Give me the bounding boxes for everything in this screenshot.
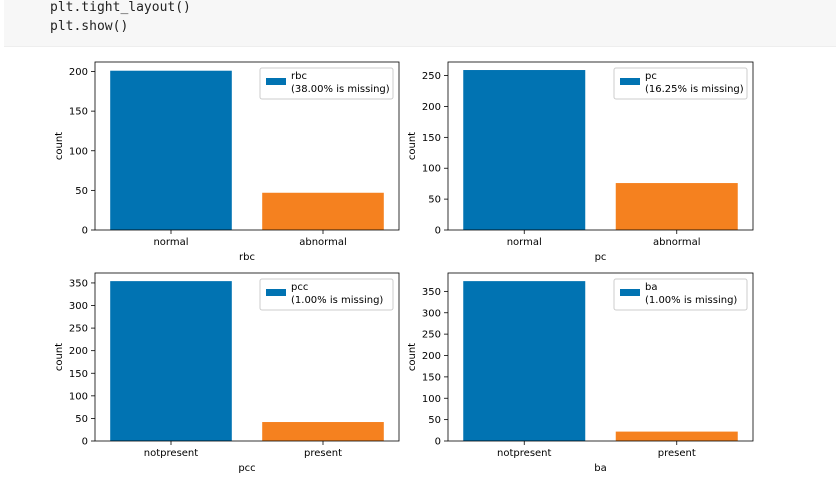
y-tick-label: 50 — [428, 415, 441, 426]
y-tick-label: 150 — [422, 133, 441, 144]
legend-label: ba — [645, 282, 657, 293]
y-tick-label: 150 — [422, 372, 441, 383]
legend-box — [613, 67, 748, 100]
legend-box — [613, 278, 748, 311]
y-tick-label: 100 — [422, 164, 441, 175]
y-tick-label: 50 — [75, 186, 88, 197]
bar — [463, 281, 586, 441]
y-axis-label: count — [407, 343, 418, 371]
x-axis-label: ba — [594, 463, 606, 474]
legend-swatch — [620, 289, 640, 296]
y-tick-label: 250 — [422, 71, 441, 82]
y-tick-label: 200 — [422, 102, 441, 113]
code-cell[interactable]: plt.tight_layout() plt.show() — [4, 0, 836, 47]
legend-label: pc — [645, 71, 657, 82]
x-axis-label: pcc — [238, 463, 255, 474]
bar — [110, 70, 232, 230]
bar — [262, 192, 384, 230]
legend-label-note: (1.00% is missing) — [645, 295, 737, 306]
y-axis-label: count — [54, 132, 65, 160]
bar — [463, 70, 586, 230]
bar — [615, 431, 738, 441]
bar — [262, 422, 384, 441]
bar-chart-grid: 0 50 100 150 200 normal abnormal rbc count rbc (38… — [54, 61, 754, 474]
y-tick-label: 250 — [69, 324, 88, 335]
code-line: plt.tight_layout() — [50, 0, 191, 15]
x-tick-label: notpresent — [144, 448, 198, 459]
y-tick-label: 100 — [69, 146, 88, 157]
y-tick-label: 150 — [69, 107, 88, 118]
x-axis-label: rbc — [239, 252, 255, 263]
axes-frame — [447, 61, 754, 231]
y-tick-label: 300 — [69, 301, 88, 312]
x-tick-label: present — [304, 448, 342, 459]
axes-frame — [447, 272, 754, 442]
y-tick-label: 200 — [422, 351, 441, 362]
y-tick-label: 0 — [435, 437, 441, 448]
y-tick-label: 300 — [422, 308, 441, 319]
y-tick-label: 0 — [82, 226, 88, 237]
axes-frame — [94, 61, 400, 231]
y-tick-label: 50 — [428, 195, 441, 206]
legend-label: pcc — [291, 282, 308, 293]
y-axis-label: count — [54, 343, 65, 371]
x-tick-label: abnormal — [653, 237, 701, 248]
y-tick-label: 0 — [435, 226, 441, 237]
y-axis-label: count — [407, 132, 418, 160]
y-tick-label: 350 — [69, 278, 88, 289]
y-tick-label: 200 — [69, 346, 88, 357]
code-line: plt.show() — [50, 19, 129, 34]
legend-swatch — [620, 78, 640, 85]
legend-label: rbc — [291, 71, 307, 82]
bar — [110, 281, 232, 441]
legend-label-note: (16.25% is missing) — [645, 84, 744, 95]
legend-box — [259, 278, 394, 311]
x-tick-label: abnormal — [299, 237, 347, 248]
bar — [615, 183, 738, 230]
y-tick-label: 100 — [422, 394, 441, 405]
y-tick-label: 350 — [422, 287, 441, 298]
x-tick-label: present — [658, 448, 696, 459]
legend-label-note: (1.00% is missing) — [291, 295, 383, 306]
legend-label-note: (38.00% is missing) — [291, 84, 390, 95]
y-tick-label: 200 — [69, 67, 88, 78]
legend-swatch — [266, 289, 286, 296]
x-tick-label: normal — [507, 237, 542, 248]
y-tick-label: 150 — [69, 369, 88, 380]
x-tick-label: normal — [153, 237, 188, 248]
y-tick-label: 250 — [422, 330, 441, 341]
cell-output: 0 50 100 150 200 normal abnormal rbc count rbc (38… — [0, 46, 837, 495]
axes-frame — [94, 272, 400, 442]
y-tick-label: 100 — [69, 391, 88, 402]
y-tick-label: 0 — [82, 437, 88, 448]
y-tick-label: 50 — [75, 414, 88, 425]
x-axis-label: pc — [595, 252, 607, 263]
x-tick-label: notpresent — [497, 448, 551, 459]
legend-box — [259, 67, 394, 100]
legend-swatch — [266, 78, 286, 85]
